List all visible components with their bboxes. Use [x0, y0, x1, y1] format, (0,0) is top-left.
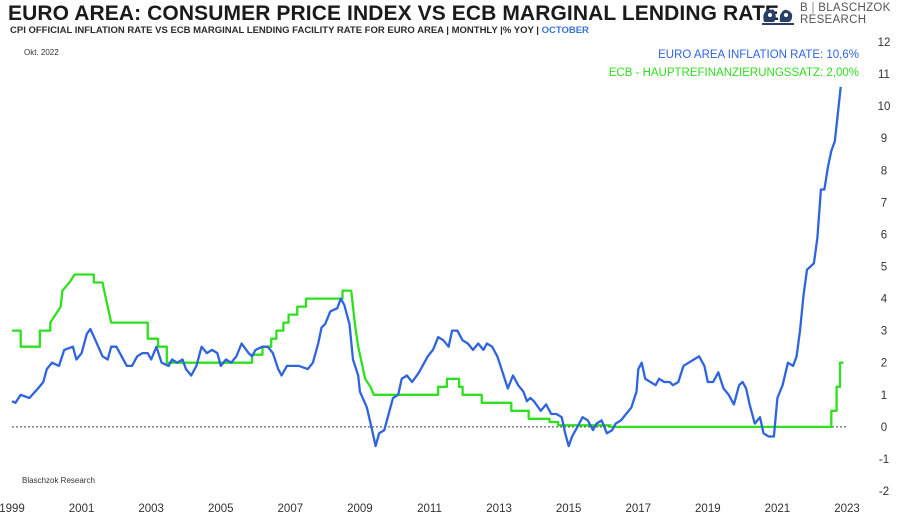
x-tick-label: 2009: [347, 503, 373, 515]
x-tick-label: 2013: [486, 503, 512, 515]
x-tick-label: 2019: [695, 503, 721, 515]
inflation-series-line: [11, 86, 842, 448]
source-note: Blaschzok Research: [22, 476, 95, 485]
y-tick-label: 7: [881, 197, 887, 209]
y-tick-label: 11: [878, 69, 890, 81]
x-tick-label: 2011: [417, 503, 442, 515]
y-tick-label: 0: [881, 422, 887, 434]
ecb-rate-series-line: [12, 273, 844, 429]
y-tick-label: -2: [879, 486, 889, 498]
y-tick-label: 8: [881, 165, 887, 177]
x-axis: 1999 2001 2003 2005 2007 2009 2011 2013 2015 2017…: [0, 503, 860, 515]
brand-text: B | BLASCHZOK RESEARCH: [800, 2, 891, 26]
x-tick-label: 2023: [834, 503, 860, 515]
plot-series: [11, 86, 844, 448]
y-tick-label: 9: [881, 133, 887, 145]
x-tick-label: 2017: [625, 503, 651, 515]
x-tick-label: 2021: [765, 503, 791, 515]
y-tick-label: 6: [881, 229, 887, 241]
x-tick-label: 2005: [208, 503, 234, 515]
x-tick-label: 1999: [0, 503, 25, 515]
subtitle-text: CPI OFFICIAL INFLATION RATE VS ECB MARGI…: [10, 25, 539, 36]
legend-inflation: EURO AREA INFLATION RATE: 10,6%: [658, 49, 859, 61]
x-tick-label: 2003: [138, 503, 164, 515]
x-tick-label: 2001: [69, 503, 95, 515]
y-tick-label: 10: [878, 101, 891, 113]
brand-logo: B | BLASCHZOK RESEARCH: [760, 2, 900, 30]
y-tick-label: 3: [881, 326, 887, 338]
x-tick-label: 2015: [556, 503, 582, 515]
bull-bear-icon: [762, 9, 794, 25]
chart-title: EURO AREA: CONSUMER PRICE INDEX VS ECB M…: [8, 2, 779, 25]
y-tick-label: 4: [881, 294, 888, 306]
y-tick-label: 2: [881, 358, 887, 370]
brand-line1: BLASCHZOK: [818, 2, 891, 14]
y-tick-label: 5: [881, 262, 887, 274]
brand-line2: RESEARCH: [800, 13, 867, 26]
chart-subtitle: CPI OFFICIAL INFLATION RATE VS ECB MARGI…: [10, 25, 589, 36]
y-tick-label: -1: [879, 454, 889, 466]
brand-initial: B: [800, 2, 808, 14]
subtitle-month: OCTOBER: [541, 25, 589, 36]
y-tick-label: 12: [878, 37, 891, 49]
date-note: Okt. 2022: [24, 48, 59, 57]
legend-ecb: ECB - HAUPTREFINANZIERUNGSSATZ: 2,00%: [609, 67, 859, 79]
y-tick-label: 1: [881, 390, 887, 402]
x-tick-label: 2007: [278, 503, 304, 515]
